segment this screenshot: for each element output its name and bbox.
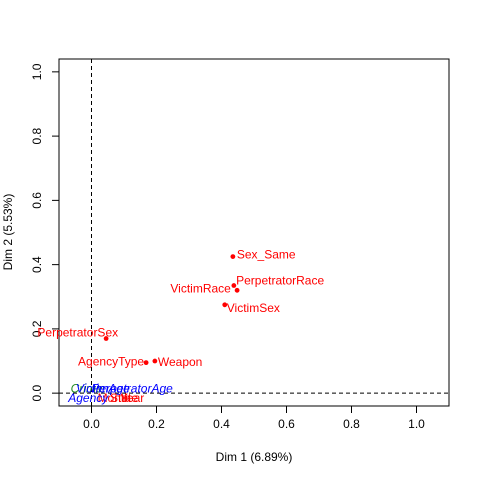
point-label-month: Month xyxy=(98,391,131,405)
point-label-victimage: VictimAge xyxy=(76,381,130,395)
y-tick-label: 1.0 xyxy=(30,63,44,80)
point-perpetratorrace xyxy=(234,287,240,293)
y-tick-label: 0.6 xyxy=(30,192,44,209)
point-label-victimsex: VictimSex xyxy=(227,301,280,315)
y-tick-label: 0.2 xyxy=(30,320,44,337)
point-label-weapon: Weapon xyxy=(158,355,202,369)
point-label-perpetratorrace: PerpetratorRace xyxy=(236,273,324,287)
data-points: Sex_Same PerpetratorRace VictimRace VictimS… xyxy=(37,248,324,405)
y-tick-label: 0.0 xyxy=(30,384,44,401)
point-label-sex-same: Sex_Same xyxy=(237,248,296,262)
y-axis: 0.0 0.2 0.4 0.6 0.8 1.0 xyxy=(30,63,60,401)
point-label-perpetratorage: PerpetratorAge xyxy=(91,381,173,395)
x-tick-label: 1.0 xyxy=(408,417,425,431)
reference-lines xyxy=(59,59,449,406)
x-axis-title: Dim 1 (6.89%) xyxy=(216,450,293,464)
x-tick-label: 0.0 xyxy=(83,417,100,431)
point-label-perpetratorsex: PerpetratorSex xyxy=(37,326,118,340)
point-label-crime: Crime xyxy=(71,381,103,395)
y-tick-label: 0.4 xyxy=(30,256,44,273)
point-label-state: State xyxy=(110,391,138,405)
y-tick-label: 0.8 xyxy=(30,127,44,144)
point-perpetratorsex xyxy=(103,336,109,341)
point-label-victimrace: VictimRace xyxy=(170,282,231,296)
point-victimrace xyxy=(231,283,237,288)
point-label-agencytype: AgencyType xyxy=(78,355,144,369)
point-label-agency: Agency xyxy=(67,391,109,405)
x-tick-label: 0.2 xyxy=(148,417,165,431)
point-weapon xyxy=(152,358,158,364)
x-axis: 0.0 0.2 0.4 0.6 0.8 1.0 xyxy=(83,405,425,431)
point-label-year: Year xyxy=(120,391,144,405)
x-tick-label: 0.8 xyxy=(343,417,360,431)
point-victimsex xyxy=(222,302,228,308)
point-agencytype xyxy=(143,360,149,366)
x-tick-label: 0.4 xyxy=(213,417,230,431)
point-sex-same xyxy=(230,254,236,259)
x-tick-label: 0.6 xyxy=(278,417,295,431)
y-axis-title: Dim 2 (5.53%) xyxy=(1,194,15,271)
